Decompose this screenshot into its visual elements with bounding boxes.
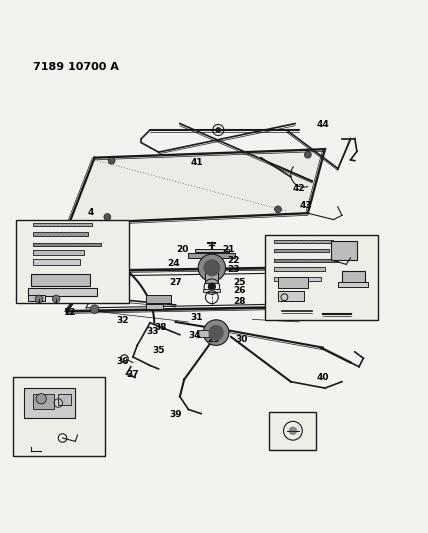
Circle shape	[36, 394, 46, 404]
Circle shape	[275, 206, 281, 213]
Text: 21: 21	[223, 245, 235, 254]
Bar	[203, 289, 220, 292]
Bar	[24, 388, 75, 418]
Bar	[33, 394, 54, 409]
Text: 26: 26	[233, 286, 246, 295]
Text: 15: 15	[355, 261, 367, 270]
Text: 35: 35	[152, 346, 165, 356]
Bar	[197, 330, 214, 337]
Bar	[28, 288, 97, 296]
Text: 13: 13	[331, 259, 344, 268]
Text: 9: 9	[66, 276, 72, 285]
Circle shape	[203, 320, 229, 345]
Bar	[33, 223, 92, 226]
Circle shape	[52, 295, 60, 303]
Text: 45: 45	[348, 314, 361, 323]
Bar	[33, 243, 101, 246]
Text: 12: 12	[63, 308, 75, 317]
Text: 44: 44	[316, 120, 329, 129]
Text: 22: 22	[227, 256, 239, 264]
Bar	[33, 259, 80, 265]
Text: 10: 10	[59, 284, 71, 292]
Text: 5: 5	[322, 243, 328, 252]
Text: 25: 25	[233, 278, 246, 287]
Circle shape	[274, 301, 282, 309]
Text: 11: 11	[27, 296, 39, 305]
Text: 19: 19	[312, 307, 325, 316]
Text: 33: 33	[146, 327, 158, 336]
Text: 41: 41	[190, 158, 203, 167]
Bar	[274, 259, 338, 262]
Bar	[188, 253, 235, 257]
Circle shape	[208, 283, 215, 290]
Circle shape	[104, 214, 111, 221]
Bar	[205, 269, 218, 282]
Bar	[274, 249, 329, 253]
Bar	[274, 277, 321, 280]
Text: 28: 28	[233, 297, 246, 306]
Text: 38: 38	[155, 322, 167, 332]
Text: 36: 36	[116, 357, 128, 366]
Bar	[338, 282, 368, 287]
Circle shape	[216, 128, 220, 132]
Bar	[30, 274, 90, 286]
Text: 16: 16	[355, 281, 367, 290]
Text: 30: 30	[235, 335, 248, 344]
Text: 6: 6	[94, 263, 100, 272]
Text: 32: 32	[116, 316, 128, 325]
Text: 18: 18	[317, 298, 329, 307]
Bar	[33, 251, 84, 255]
Text: 20: 20	[176, 245, 188, 254]
Text: 4: 4	[87, 208, 93, 217]
Text: 29: 29	[208, 335, 220, 344]
Text: 3: 3	[294, 429, 300, 438]
Circle shape	[35, 295, 43, 303]
Bar	[270, 411, 316, 450]
Text: 24: 24	[167, 259, 180, 268]
Bar	[28, 295, 45, 301]
Circle shape	[90, 305, 99, 313]
Bar	[331, 241, 357, 260]
Text: 40: 40	[317, 373, 329, 382]
Text: 31: 31	[191, 313, 203, 322]
Bar	[278, 277, 308, 288]
Bar	[33, 232, 88, 236]
Circle shape	[293, 266, 301, 275]
Bar	[16, 220, 129, 303]
Circle shape	[203, 259, 220, 276]
Bar	[274, 267, 325, 271]
Circle shape	[304, 151, 311, 158]
Text: 27: 27	[169, 278, 182, 287]
Bar	[342, 271, 366, 284]
Text: 42: 42	[293, 184, 306, 193]
Text: 34: 34	[188, 331, 201, 340]
Text: 2: 2	[36, 445, 42, 454]
Bar	[195, 248, 229, 252]
Text: 17: 17	[323, 286, 336, 294]
Bar	[14, 377, 105, 456]
Bar	[58, 394, 71, 405]
Circle shape	[208, 325, 224, 340]
Text: 1: 1	[42, 430, 49, 439]
Text: 7189 10700 A: 7189 10700 A	[33, 62, 119, 72]
Bar	[265, 235, 378, 320]
Circle shape	[108, 157, 115, 164]
Bar	[203, 257, 220, 262]
Polygon shape	[69, 149, 325, 224]
Circle shape	[101, 270, 110, 278]
Text: 23: 23	[227, 265, 239, 274]
Text: 8: 8	[102, 278, 108, 287]
Circle shape	[198, 254, 226, 281]
Text: 14: 14	[336, 265, 348, 274]
Bar	[146, 304, 163, 309]
Bar	[274, 240, 333, 243]
Bar	[278, 291, 303, 302]
Bar	[146, 295, 171, 303]
Circle shape	[288, 426, 297, 435]
Text: 43: 43	[300, 201, 312, 210]
Text: 39: 39	[169, 410, 182, 419]
Text: 7: 7	[100, 270, 106, 279]
Text: 37: 37	[127, 369, 139, 378]
